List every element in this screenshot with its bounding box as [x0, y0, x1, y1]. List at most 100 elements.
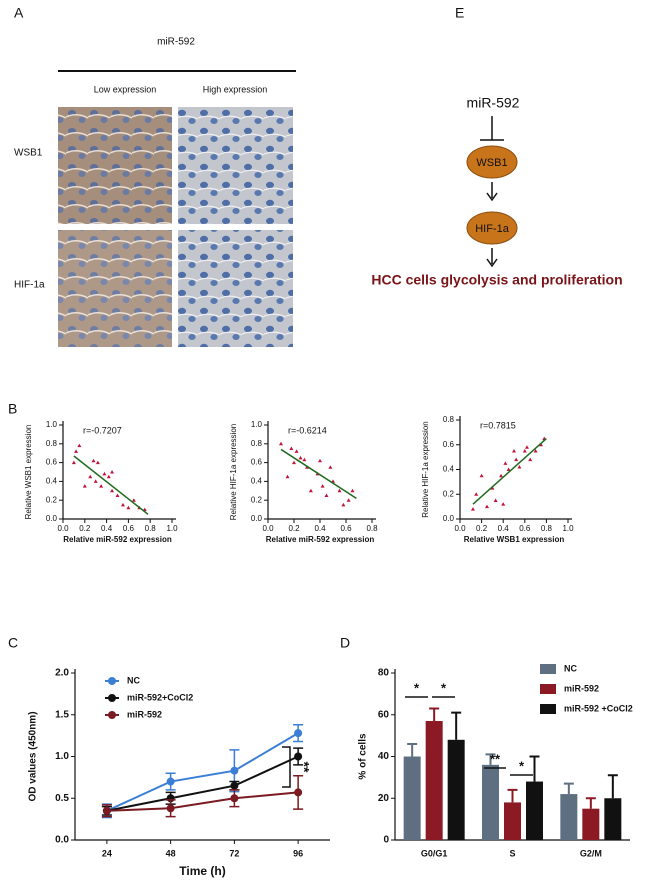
y-axis-label: Relative HIF-1a expression: [229, 424, 238, 520]
y-tick-label: 0.0: [55, 835, 69, 846]
panel-label: D: [340, 635, 350, 651]
y-tick-label: 0.2: [443, 489, 455, 498]
x-tick-label: 0.0: [262, 524, 274, 533]
point: [102, 471, 107, 476]
point: [506, 467, 511, 471]
point: [230, 781, 239, 790]
point: [166, 804, 175, 813]
point: [324, 493, 329, 497]
point: [470, 507, 475, 511]
point: [308, 488, 313, 493]
x-axis-label: Relative miR-592 expression: [266, 535, 375, 544]
trend-line: [280, 448, 357, 499]
y-tick-label: 1.0: [46, 420, 58, 429]
y-tick-label: 0.0: [46, 514, 58, 523]
point: [230, 794, 239, 803]
x-tick-label: 0.8: [145, 524, 157, 533]
x-tick-label: 1.0: [562, 524, 574, 533]
point: [131, 498, 136, 502]
legend-swatch: [540, 704, 556, 714]
point: [490, 486, 495, 490]
point: [95, 460, 100, 465]
point: [120, 502, 125, 507]
point: [346, 498, 351, 502]
annotation: *: [414, 680, 420, 695]
x-tick-label: S: [509, 848, 515, 858]
y-tick-label: 0.2: [46, 495, 58, 504]
legend-label: miR-592+CoCl2: [127, 692, 193, 702]
error-bar: [451, 711, 462, 740]
y-tick-label: 1.0: [55, 751, 69, 762]
ihc-column: Low expression: [94, 84, 157, 94]
point: [320, 484, 325, 488]
point: [71, 460, 76, 465]
point: [77, 443, 82, 448]
point: [230, 766, 239, 775]
point: [350, 488, 355, 493]
point: [294, 729, 303, 738]
x-tick-label: 0.4: [498, 524, 510, 533]
error-bar: [507, 788, 518, 803]
y-tick-label: 0.2: [251, 495, 263, 504]
annotation: **: [296, 762, 312, 773]
y-axis-label: Relative HIF-1a expression: [421, 421, 430, 517]
x-axis-label: Time (h): [179, 864, 225, 878]
node-label: WSB1: [476, 157, 507, 169]
error-bar: [585, 797, 596, 809]
annotation: *: [441, 680, 447, 695]
y-tick-label: 20: [378, 793, 390, 804]
series-line: [106, 755, 299, 812]
y-axis-label: OD values (450nm): [28, 711, 39, 801]
ihc-column: High expression: [203, 84, 268, 94]
x-tick-label: 0.2: [476, 524, 488, 533]
error-bar: [607, 774, 618, 799]
y-tick-label: 0.4: [46, 477, 58, 486]
point: [528, 457, 533, 462]
annotation: r=-0.6214: [288, 425, 327, 435]
panel-label: C: [8, 635, 18, 651]
point: [74, 449, 79, 453]
x-tick-label: 0.8: [541, 524, 553, 533]
x-tick-label: G2/M: [580, 848, 602, 858]
ihc-title: miR-592: [157, 37, 195, 48]
bar: [447, 739, 465, 840]
trend-line: [73, 455, 149, 515]
point: [99, 484, 104, 488]
significance-bracket: [282, 746, 291, 788]
point: [517, 465, 522, 469]
ihc-row: WSB1: [14, 148, 43, 159]
y-tick-label: 0.4: [443, 465, 455, 474]
y-tick-label: 0.5: [55, 793, 69, 804]
error-bar: [563, 782, 574, 795]
series-line: [106, 732, 299, 812]
bar: [504, 802, 521, 840]
legend-label: miR-592: [127, 709, 162, 719]
legend-label: NC: [127, 675, 140, 685]
point: [82, 484, 87, 488]
error-bar: [485, 753, 496, 765]
point: [285, 474, 290, 479]
point: [337, 488, 342, 493]
bar: [604, 798, 622, 840]
point: [294, 752, 303, 761]
point: [514, 457, 519, 462]
point: [522, 448, 527, 453]
point: [115, 493, 120, 497]
point: [102, 806, 111, 815]
bar: [526, 781, 543, 840]
point: [328, 465, 333, 469]
node: [466, 145, 518, 179]
series-line: [106, 791, 299, 812]
ihc-row: HIF-1a: [14, 280, 45, 291]
ihc-image: [58, 230, 172, 347]
node-label: HIF-1a: [475, 223, 510, 235]
x-tick-label: 0.0: [454, 524, 466, 533]
x-axis-label: Relative WSB1 expression: [464, 535, 565, 544]
point: [126, 505, 131, 510]
diagram-top: miR-592: [467, 95, 520, 111]
x-tick-label: 0.4: [101, 524, 113, 533]
point: [512, 448, 516, 453]
y-tick-label: 0.0: [443, 514, 455, 523]
bar: [425, 721, 443, 840]
